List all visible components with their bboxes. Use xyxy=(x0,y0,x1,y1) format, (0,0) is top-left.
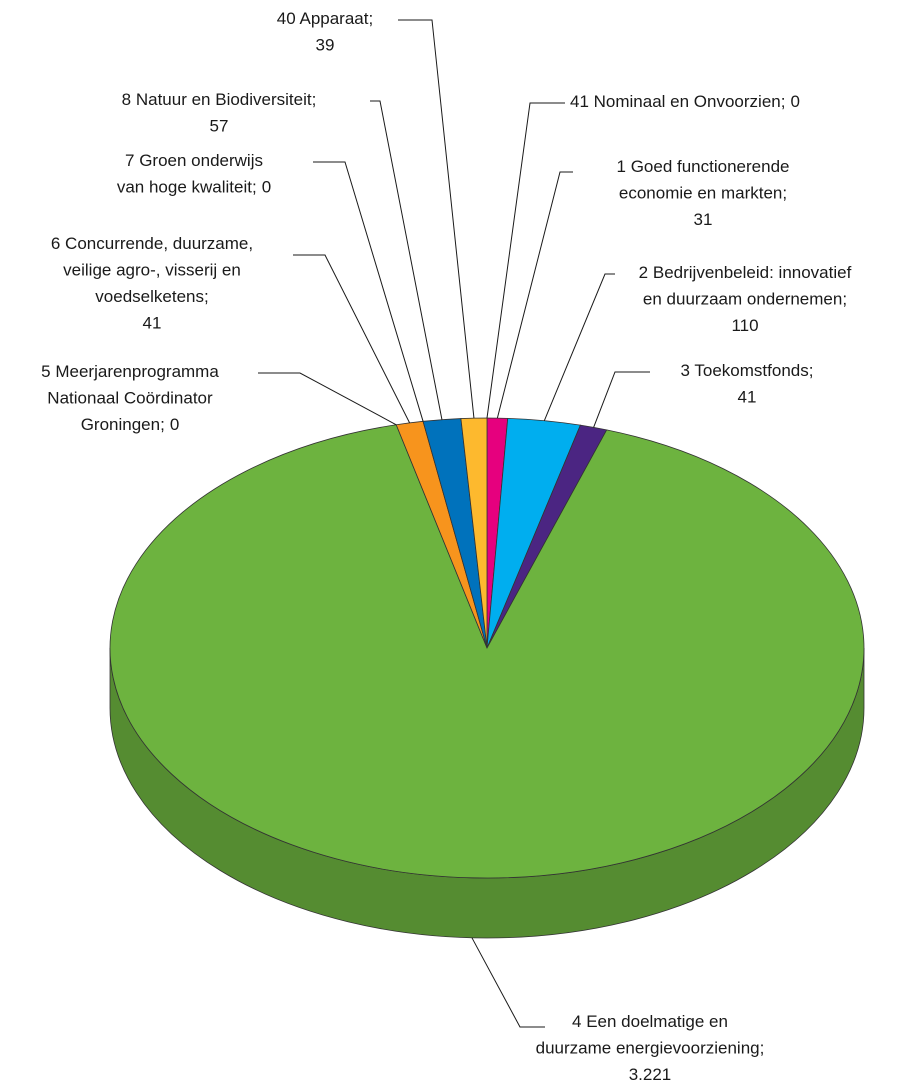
value-label: 39 xyxy=(316,36,335,55)
slice-label: 3 Toekomstfonds; 41 xyxy=(681,361,814,407)
value-label: 110 xyxy=(731,316,758,335)
value-label: 3.221 xyxy=(629,1065,672,1084)
leader-line xyxy=(496,171,573,419)
slice-label: 6 Concurrende, duurzame, veilige agro-, v… xyxy=(51,234,253,333)
leader-line xyxy=(486,102,565,419)
value-label: 41 xyxy=(738,388,757,407)
category-label: 41 Nominaal en Onvoorzien; xyxy=(570,92,785,111)
slice xyxy=(109,424,865,879)
slice-label: 5 Meerjarenprogramma Nationaal Coördinato… xyxy=(41,362,219,434)
value-label: 0 xyxy=(170,415,179,434)
leader-line xyxy=(258,372,397,426)
slice-label: 1 Goed functionerende economie en markten… xyxy=(617,157,790,229)
leader-line xyxy=(471,937,545,1028)
category-label: 3 Toekomstfonds; xyxy=(681,361,814,380)
category-label: 5 Meerjarenprogramma Nationaal Coördinato… xyxy=(41,362,219,434)
value-label: 57 xyxy=(210,117,229,136)
leader-line xyxy=(398,19,475,419)
leader-line xyxy=(543,273,615,421)
category-label: 4 Een doelmatige en duurzame energievoorz… xyxy=(536,1012,765,1058)
slice-label: 7 Groen onderwijs van hoge kwaliteit; 0 xyxy=(117,151,271,197)
value-label: 0 xyxy=(790,92,799,111)
leader-line xyxy=(593,371,650,428)
slice-label: 2 Bedrijvenbeleid: innovatief en duurzaam… xyxy=(639,263,852,335)
leader-line xyxy=(293,254,411,424)
category-label: 40 Apparaat; xyxy=(277,9,373,28)
value-label: 41 xyxy=(143,314,162,333)
category-label: 1 Goed functionerende economie en markten… xyxy=(617,157,790,203)
category-label: 8 Natuur en Biodiversiteit; xyxy=(122,90,317,109)
value-label: 0 xyxy=(262,178,271,197)
leader-line xyxy=(313,161,424,422)
slice-label: 40 Apparaat; 39 xyxy=(277,9,373,55)
slice-label: 8 Natuur en Biodiversiteit; 57 xyxy=(122,90,317,136)
slice xyxy=(460,417,488,649)
category-label: 7 Groen onderwijs van hoge kwaliteit; xyxy=(117,151,263,197)
category-label: 6 Concurrende, duurzame, veilige agro-, v… xyxy=(51,234,253,306)
leader-line xyxy=(370,100,443,420)
category-label: 2 Bedrijvenbeleid: innovatief en duurzaam… xyxy=(639,263,852,309)
slice-label: 4 Een doelmatige en duurzame energievoorz… xyxy=(536,1012,765,1084)
slice-label: 41 Nominaal en Onvoorzien; 0 xyxy=(570,92,800,111)
value-label: 31 xyxy=(694,210,713,229)
